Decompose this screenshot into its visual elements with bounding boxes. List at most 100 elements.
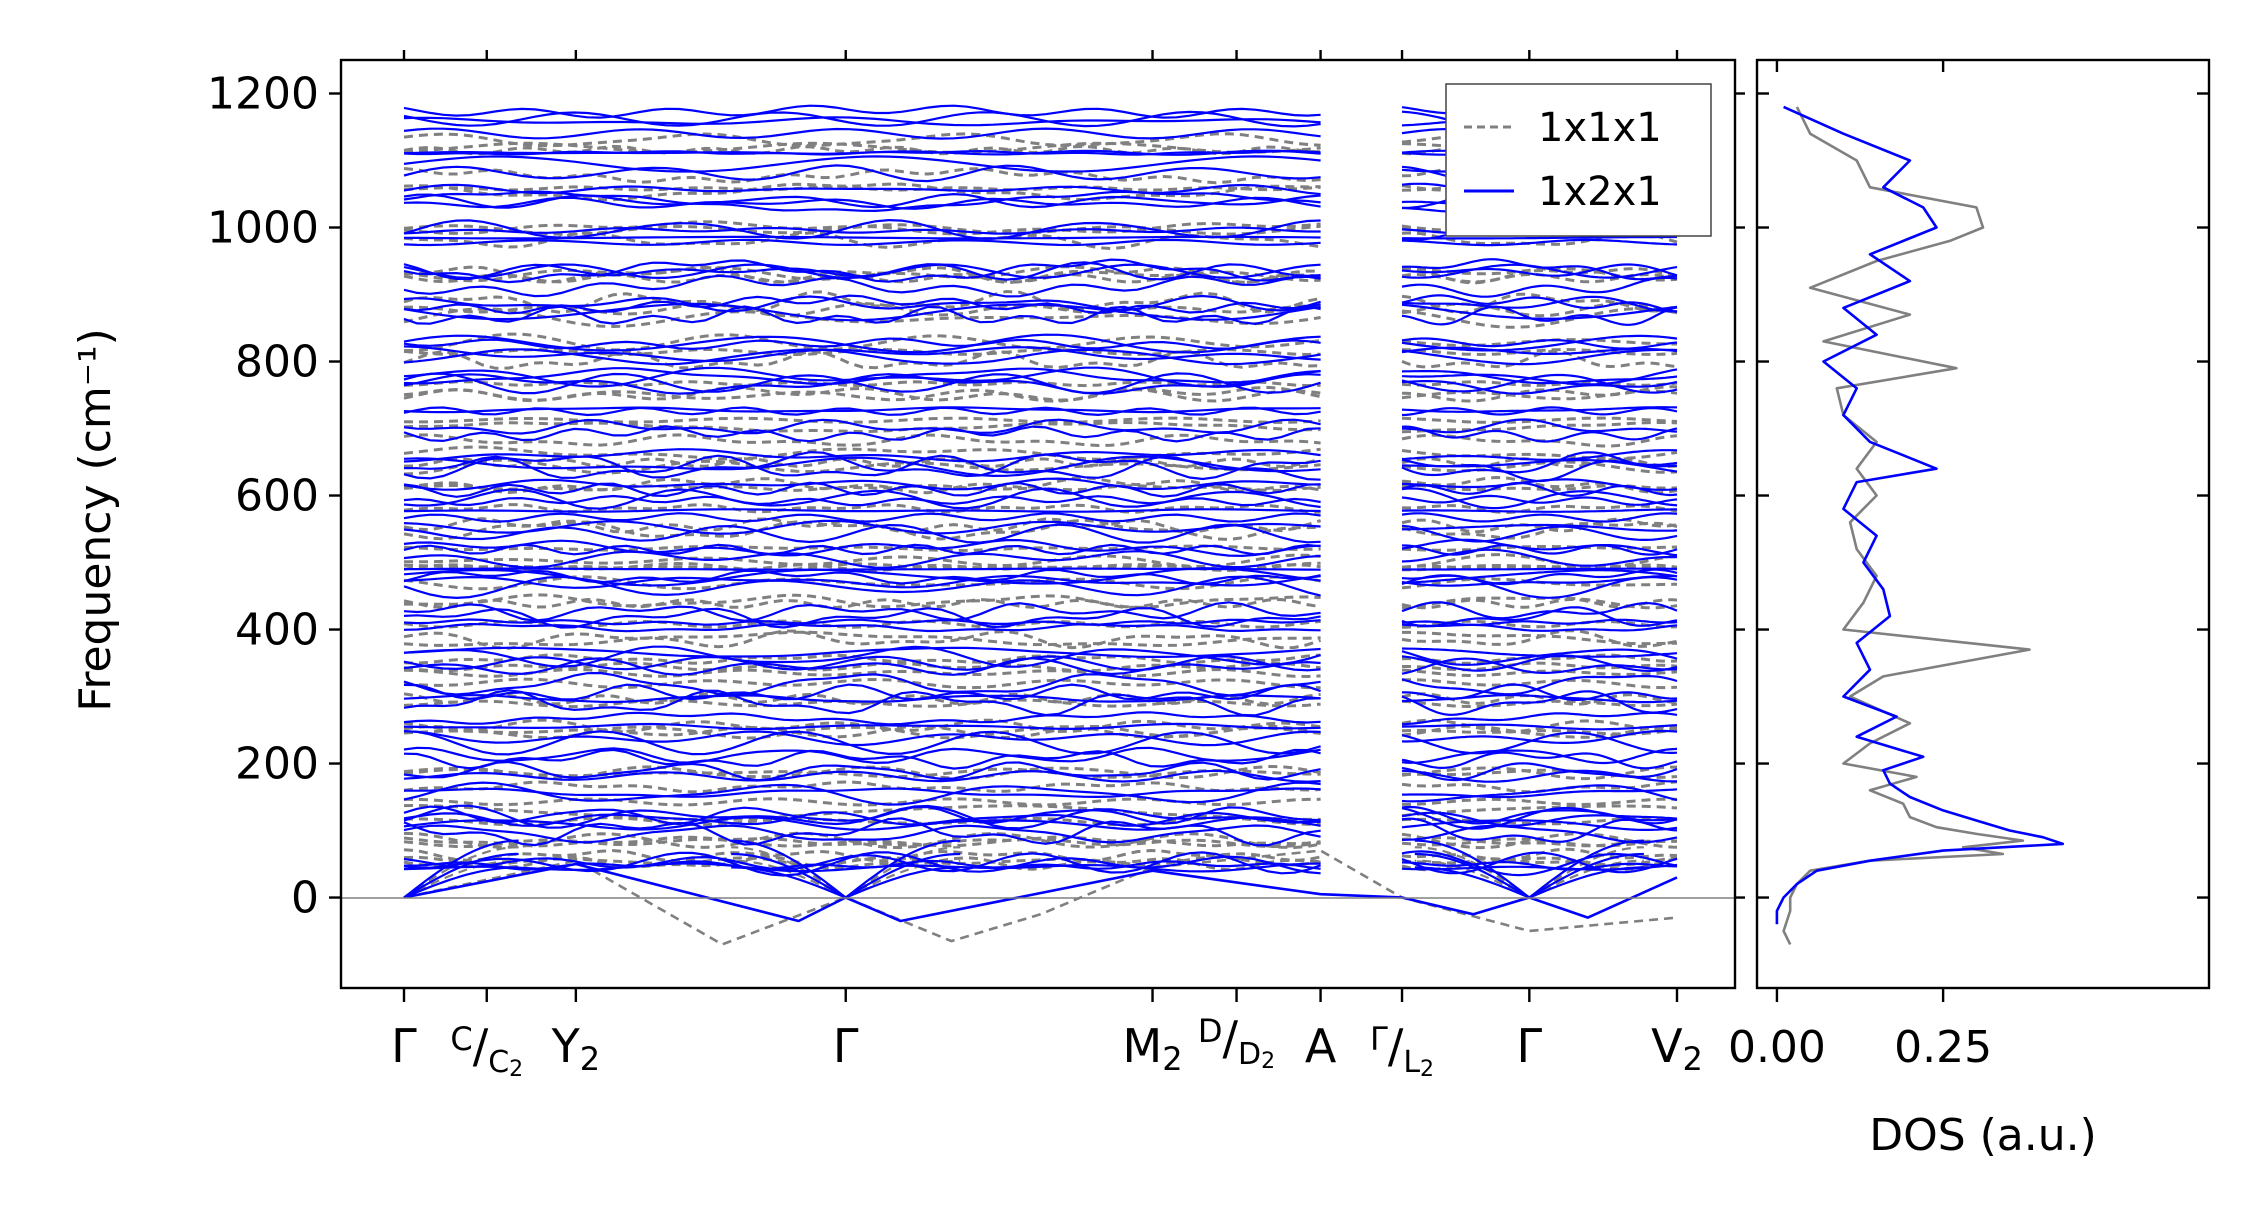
band-line bbox=[403, 550, 1321, 569]
x-tick-label: Γ/L2 bbox=[1370, 1019, 1434, 1082]
band-line bbox=[1401, 475, 1678, 495]
band-line bbox=[1401, 629, 1678, 648]
band-line bbox=[403, 746, 1321, 765]
x-tick-label: Γ bbox=[833, 1019, 859, 1073]
band-line bbox=[1401, 762, 1678, 782]
band-line bbox=[403, 127, 1321, 140]
band-line bbox=[1401, 805, 1678, 825]
band-line bbox=[1401, 385, 1678, 403]
band-line bbox=[403, 523, 1321, 544]
band-line bbox=[403, 645, 1321, 668]
y-tick-label: 200 bbox=[235, 739, 319, 790]
band-line bbox=[1401, 568, 1678, 586]
x-tick-label: C/C2 bbox=[450, 1019, 523, 1082]
y-tick-label: 0 bbox=[291, 873, 319, 924]
band-line bbox=[403, 667, 1321, 679]
band-line bbox=[403, 575, 1321, 591]
band-line bbox=[1401, 524, 1678, 543]
acoustic-branch bbox=[1414, 866, 1530, 899]
band-line bbox=[1401, 811, 1678, 827]
acoustic-branch bbox=[403, 852, 519, 899]
band-line bbox=[403, 350, 1321, 370]
band-line bbox=[1401, 731, 1678, 755]
legend-label-1x2x1: 1x2x1 bbox=[1538, 169, 1662, 215]
band-line bbox=[403, 692, 1321, 706]
x-tick-label: A bbox=[1305, 1019, 1337, 1073]
band-line bbox=[403, 289, 1321, 314]
band-line bbox=[1401, 517, 1678, 534]
band-line bbox=[1401, 538, 1678, 557]
band-line bbox=[403, 332, 1321, 353]
band-line bbox=[403, 182, 1321, 202]
band-line bbox=[403, 104, 1321, 119]
band-line bbox=[403, 787, 1321, 799]
acoustic-branch bbox=[403, 839, 519, 899]
dos-axes: 0.00 0.25 bbox=[1728, 60, 2209, 1073]
band-line bbox=[403, 141, 1321, 155]
band-line bbox=[403, 420, 1321, 434]
band-line bbox=[1401, 851, 1678, 875]
x-tick-label: M2 bbox=[1122, 1019, 1182, 1078]
band-line bbox=[1401, 648, 1678, 666]
band-line bbox=[1401, 460, 1678, 474]
band-line bbox=[1401, 373, 1678, 394]
x-tick-label: Γ bbox=[391, 1019, 417, 1073]
band-axes: 0 200 400 600 800 1000 1200 Γ C/C2 Y2 Γ M2 D/D2 A Γ/L2… bbox=[207, 50, 1745, 1082]
band-line bbox=[403, 477, 1321, 491]
band-line bbox=[1401, 348, 1678, 366]
band-line bbox=[403, 544, 1321, 553]
band-line bbox=[1401, 523, 1678, 532]
band-line bbox=[1401, 307, 1678, 329]
band-line bbox=[1401, 276, 1678, 298]
band-line bbox=[1401, 305, 1678, 326]
y-tick-label: 400 bbox=[235, 605, 319, 656]
band-line bbox=[403, 348, 1321, 366]
band-line bbox=[403, 220, 1321, 236]
x-tick-label: V2 bbox=[1651, 1019, 1703, 1078]
band-line bbox=[403, 618, 1321, 626]
band-line bbox=[403, 337, 1321, 351]
band-line bbox=[1402, 797, 1678, 806]
acoustic-branch bbox=[1528, 846, 1644, 899]
acoustic-branch bbox=[1528, 852, 1644, 899]
acoustic-branch bbox=[731, 846, 847, 899]
dos-plot-frame bbox=[1755, 58, 2211, 990]
band-line bbox=[1401, 674, 1678, 696]
band-line bbox=[403, 183, 1321, 196]
band-line bbox=[403, 567, 1321, 587]
series-1x2x1-bands bbox=[403, 104, 1678, 923]
band-line bbox=[1401, 348, 1678, 357]
y-tick-label: 1000 bbox=[207, 203, 319, 254]
band-line bbox=[1401, 294, 1678, 313]
band-line bbox=[1401, 860, 1678, 871]
y-axis-label: Frequency (cm⁻¹) bbox=[70, 328, 121, 712]
y-tick-label: 1200 bbox=[207, 69, 319, 120]
acoustic-branch bbox=[845, 866, 961, 899]
x-tick-label: Γ bbox=[1517, 1019, 1543, 1073]
band-line bbox=[1401, 380, 1678, 395]
acoustic-branch bbox=[403, 859, 519, 899]
dos-line-1x2x1 bbox=[1775, 105, 2065, 925]
band-line bbox=[403, 238, 1321, 247]
band-line bbox=[403, 226, 1321, 235]
band-line bbox=[1402, 788, 1678, 799]
band-line bbox=[1401, 668, 1678, 677]
band-line bbox=[403, 711, 1321, 726]
acoustic-branch bbox=[845, 839, 961, 899]
band-line bbox=[403, 196, 1321, 210]
band-line bbox=[403, 722, 1321, 731]
band-line bbox=[1401, 487, 1678, 510]
dos-x-tick-label: 0.00 bbox=[1728, 1022, 1826, 1073]
band-line bbox=[403, 149, 1321, 156]
acoustic-branch bbox=[731, 852, 847, 899]
acoustic-branch bbox=[1528, 859, 1644, 899]
lowest-branch bbox=[403, 862, 1678, 923]
band-line bbox=[1401, 723, 1678, 731]
band-line bbox=[403, 646, 1321, 658]
band-line bbox=[403, 347, 1321, 357]
band-line bbox=[403, 294, 1321, 313]
band-line bbox=[1401, 606, 1678, 628]
band-line bbox=[403, 748, 1321, 770]
legend-label-1x1x1: 1x1x1 bbox=[1538, 105, 1662, 151]
